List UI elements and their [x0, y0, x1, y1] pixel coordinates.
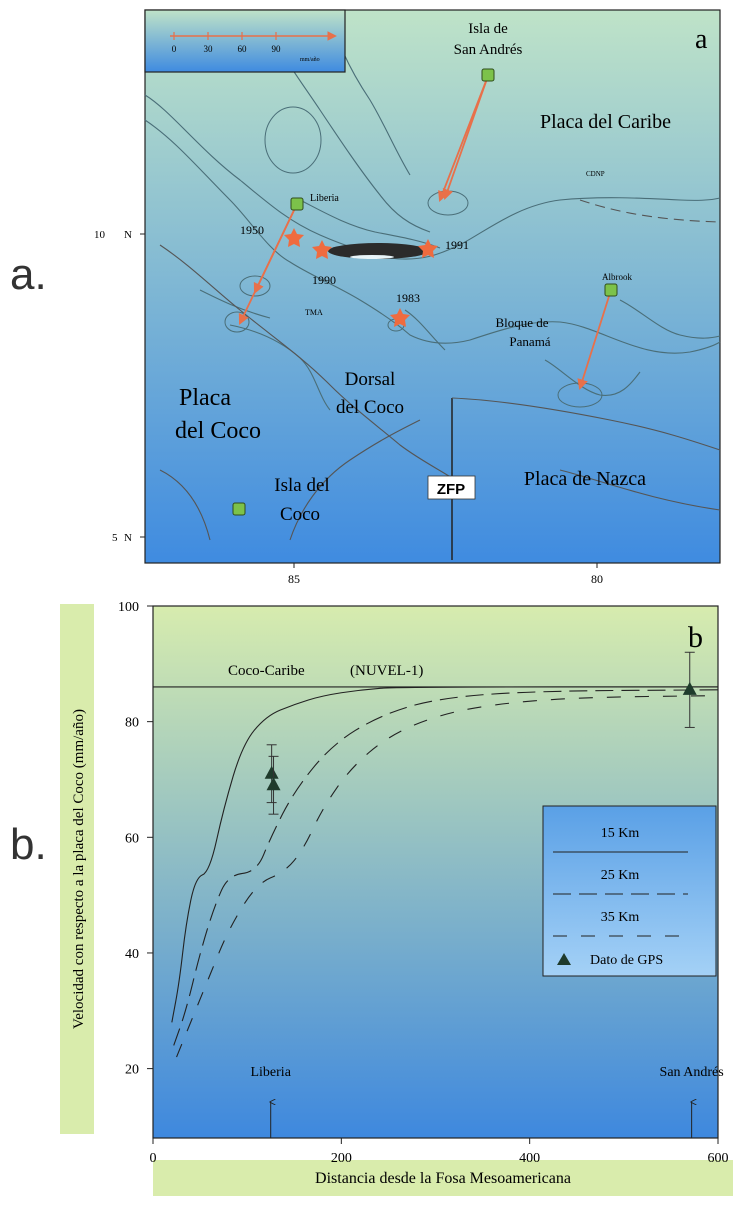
- gps-point: [682, 681, 697, 695]
- label-zfp: ZFP: [437, 481, 465, 498]
- star-1950: [284, 228, 304, 247]
- series-line-2: [176, 695, 719, 1058]
- earthquake-stars: [284, 228, 438, 327]
- scale-tick-label: 30: [204, 44, 214, 54]
- reference-label: Coco-Caribe: [228, 663, 305, 679]
- star-1983: [390, 308, 410, 327]
- scale-bar-box: [144, 9, 346, 73]
- lon-label-85: 85: [288, 572, 300, 586]
- label-1990: 1990: [312, 273, 336, 287]
- legend-label-gps: Dato de GPS: [590, 953, 663, 968]
- series-line-0: [171, 686, 718, 1023]
- y-tick-label: 60: [125, 831, 139, 846]
- map-background: [144, 9, 721, 564]
- station-albrook: [604, 283, 618, 297]
- label-bloque-1: Bloque de: [495, 315, 548, 330]
- label-placa-caribe: Placa del Caribe: [540, 111, 671, 133]
- scale-bar-unit: mm/año: [300, 57, 320, 63]
- plate-boundaries: [159, 199, 721, 560]
- series-line-1: [173, 689, 719, 1046]
- legend-label-35km: 35 Km: [601, 910, 640, 925]
- velocity-chart: 0 200 400 600 20 40 60 80 100 Liberia San Andrés b…: [71, 600, 729, 1187]
- lat-label-10: 10: [94, 229, 106, 241]
- x-tick-label: 600: [708, 1151, 729, 1166]
- x-tick-label: 400: [519, 1151, 540, 1166]
- y-tick-label: 20: [125, 1063, 139, 1078]
- legend-label-15km: 15 Km: [601, 826, 640, 841]
- panel-label-b: b.: [10, 820, 47, 869]
- label-albrook: Albrook: [602, 272, 632, 282]
- label-placa-coco-1: Placa: [179, 385, 231, 411]
- label-1950: 1950: [240, 223, 264, 237]
- lon-label-80: 80: [591, 572, 603, 586]
- station-san-andres: [481, 68, 495, 82]
- label-isla-san-andres-1: Isla de: [468, 21, 508, 37]
- scale-tick-label: 60: [238, 44, 248, 54]
- label-1991: 1991: [445, 238, 469, 252]
- zfp-box: [427, 475, 476, 500]
- scale-bar-ticks: 0 30 60 90: [172, 32, 281, 54]
- y-tick-label: 40: [125, 947, 139, 962]
- lat-label-5: 5: [112, 532, 118, 544]
- x-tick-label: 200: [331, 1151, 352, 1166]
- rupture-zone: [328, 243, 428, 259]
- label-isla-coco-1: Isla del: [274, 475, 329, 496]
- label-bloque-2: Panamá: [509, 334, 550, 349]
- station-liberia: [290, 197, 304, 211]
- reference-model: (NUVEL-1): [350, 663, 423, 679]
- star-1991: [418, 239, 438, 258]
- lat-suffix-5: N: [124, 532, 132, 544]
- star-1990: [312, 240, 332, 259]
- y-axis-label: Velocidad con respecto a la placa del Co…: [71, 709, 87, 1029]
- panel-label-a: a.: [10, 250, 47, 299]
- scale-tick-label: 90: [272, 44, 282, 54]
- tectonic-map: 0 30 60 90 mm/año a Isla de San Andrés Plac…: [94, 9, 721, 586]
- lat-ticks: [140, 233, 145, 538]
- gps-point: [264, 765, 279, 779]
- y-tick-label: 80: [125, 716, 139, 731]
- label-1983: 1983: [396, 291, 420, 305]
- velocity-arrows: [238, 75, 612, 391]
- label-placa-nazca: Placa de Nazca: [524, 468, 646, 490]
- label-dorsal-2: del Coco: [336, 397, 404, 418]
- legend-gps-marker: [557, 953, 571, 965]
- label-cdnp: CDNP: [586, 170, 605, 178]
- lon-ticks: [293, 563, 598, 568]
- label-liberia: Liberia: [310, 193, 339, 204]
- station-isla-coco: [232, 502, 246, 516]
- y-tick-label: 100: [118, 600, 139, 615]
- gps-stations: [232, 68, 618, 516]
- y-axis-label-box: [60, 604, 94, 1134]
- map-corner-letter: a: [695, 24, 708, 55]
- legend-box: [542, 805, 717, 977]
- lat-suffix-10: N: [124, 229, 132, 241]
- label-tma: TMA: [305, 308, 323, 317]
- label-isla-san-andres-2: San Andrés: [454, 42, 523, 58]
- x-axis-label: Distancia desde la Fosa Mesoamericana: [315, 1170, 571, 1187]
- x-tick-label: 0: [150, 1151, 157, 1166]
- legend-label-25km: 25 Km: [601, 868, 640, 883]
- site-label: Liberia: [250, 1065, 291, 1080]
- label-isla-coco-2: Coco: [280, 504, 320, 525]
- label-dorsal-1: Dorsal: [345, 369, 396, 390]
- label-placa-coco-2: del Coco: [175, 418, 261, 444]
- site-label: San Andrés: [660, 1065, 724, 1080]
- gps-point: [266, 777, 281, 791]
- scale-tick-label: 0: [172, 44, 177, 54]
- chart-corner-letter: b: [688, 621, 703, 654]
- rupture-highlight: [350, 255, 394, 259]
- islands: [224, 106, 603, 408]
- x-axis-label-box: [153, 1160, 733, 1196]
